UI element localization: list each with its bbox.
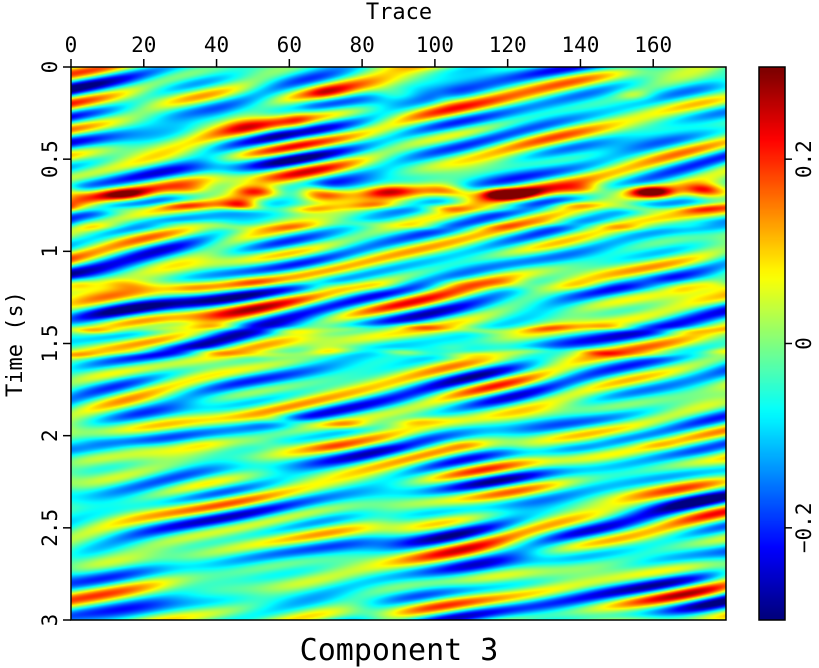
colorbar-tick-label: 0.2 — [792, 140, 816, 178]
x-tick-label: 20 — [131, 33, 156, 57]
colorbar-gradient — [759, 67, 785, 620]
plot-area — [70, 66, 727, 621]
chart-title: Component 3 — [300, 633, 499, 668]
y-tick-label: 0 — [38, 61, 62, 74]
y-tick-label: 2 — [38, 429, 62, 442]
y-axis-label: Time (s) — [3, 291, 28, 397]
y-tick-label: 0.5 — [38, 140, 62, 178]
x-tick-label: 160 — [634, 33, 672, 57]
x-axis-label: Trace — [366, 0, 432, 25]
y-tick-label: 1 — [38, 245, 62, 258]
x-tick-label: 140 — [561, 33, 599, 57]
x-tick-label: 40 — [204, 33, 229, 57]
x-tick-label: 120 — [489, 33, 527, 57]
colorbar: −0.2 0 0.2 — [758, 66, 816, 621]
colorbar-ticks: −0.2 0 0.2 — [785, 140, 816, 553]
colorbar-tick-label: −0.2 — [792, 503, 816, 554]
x-tick-label: 0 — [65, 33, 78, 57]
y-tick-label: 2.5 — [38, 509, 62, 547]
y-tick-label: 1.5 — [38, 325, 62, 363]
colorbar-tick-label: 0 — [792, 337, 816, 350]
x-tick-label: 80 — [349, 33, 374, 57]
x-tick-label: 100 — [416, 33, 454, 57]
y-tick-label: 3 — [38, 614, 62, 627]
heatmap-image — [71, 67, 726, 620]
x-tick-label: 60 — [277, 33, 302, 57]
x-axis: 0 20 40 60 80 100 120 140 160 — [65, 33, 672, 67]
y-axis: 0 0.5 1 1.5 2 2.5 3 — [38, 61, 71, 627]
